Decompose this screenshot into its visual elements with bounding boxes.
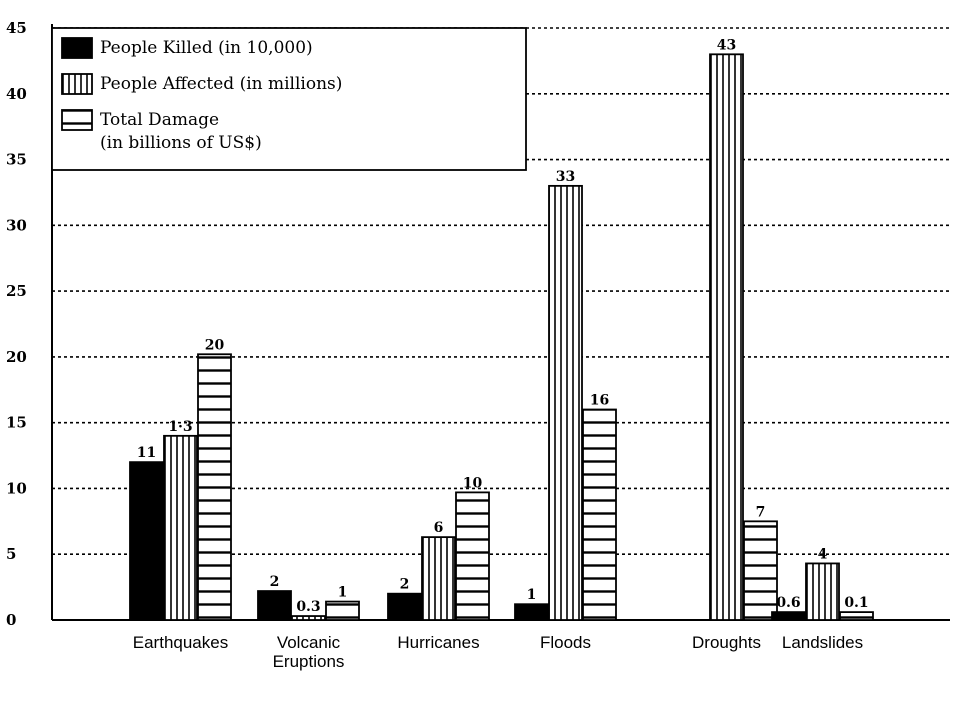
bar-solid [514, 603, 549, 621]
bars [129, 53, 874, 621]
category-label: Landslides [782, 633, 863, 652]
data-label: 16 [590, 393, 609, 409]
bar-vertical [548, 184, 583, 621]
bar-solid [257, 590, 292, 621]
data-label: 0.3 [296, 599, 320, 615]
y-tick-label: 40 [6, 85, 27, 103]
bar-vertical [805, 562, 840, 621]
data-label: 6 [434, 520, 444, 536]
legend-label: People Killed (in 10,000) [100, 38, 313, 58]
category-label: Volcanic [277, 633, 341, 652]
legend-label: Total Damage [100, 110, 219, 130]
data-label: 1·3 [168, 419, 192, 435]
data-label: 43 [717, 37, 736, 53]
legend: People Killed (in 10,000) People Affected… [51, 27, 527, 171]
data-label: 0.6 [776, 595, 800, 611]
legend-label-line2: (in billions of US$) [100, 133, 262, 153]
data-label: 10 [463, 475, 483, 491]
bar-horizontal [839, 611, 874, 621]
bar-horizontal [743, 520, 778, 621]
legend-swatch-horizontal [61, 109, 93, 131]
bar-vertical [291, 615, 326, 621]
data-label: 2 [270, 574, 280, 590]
category-label: Earthquakes [133, 633, 228, 652]
bar-vertical [709, 53, 744, 621]
legend-box [51, 27, 527, 171]
y-tick-label: 10 [6, 479, 27, 497]
data-label: 4 [818, 546, 828, 562]
data-label: 2 [400, 577, 410, 593]
y-tick-label: 25 [6, 282, 27, 300]
category-label: Floods [540, 633, 591, 652]
bar-horizontal [455, 491, 490, 621]
legend-swatch-vertical [61, 73, 93, 95]
data-label: 33 [556, 169, 575, 185]
y-tick-label: 20 [6, 348, 27, 366]
data-label: 1 [527, 587, 537, 603]
y-tick-label: 30 [6, 216, 27, 234]
bar-solid [771, 611, 806, 621]
category-label: Droughts [692, 633, 761, 652]
data-label: 20 [205, 337, 225, 353]
data-label: 0.1 [844, 595, 868, 611]
axes: 0 5 10 15 20 25 30 35 40 45 [6, 19, 950, 629]
bar-vertical [163, 434, 198, 621]
bar-vertical [421, 536, 456, 621]
y-tick-label: 15 [6, 414, 27, 432]
bar-solid [129, 461, 164, 621]
bar-horizontal [325, 600, 360, 621]
data-label: 1 [338, 585, 348, 601]
category-label: Hurricanes [397, 633, 479, 652]
legend-swatch-solid [61, 37, 93, 59]
data-label: 11 [137, 445, 156, 461]
legend-label: People Affected (in millions) [100, 74, 342, 94]
data-label: 7 [756, 504, 766, 520]
y-tick-label: 35 [6, 151, 27, 169]
y-tick-label: 45 [6, 19, 27, 37]
bar-horizontal [197, 353, 232, 621]
bar-solid [387, 592, 422, 621]
y-tick-label: 0 [6, 611, 16, 629]
y-tick-label: 5 [6, 545, 16, 563]
bar-horizontal [582, 408, 617, 621]
data-labels: 11 1·3 20 2 0.3 1 2 6 10 1 33 16 43 7 0.6 4 0.1 [137, 37, 869, 615]
category-label: Eruptions [273, 652, 345, 671]
